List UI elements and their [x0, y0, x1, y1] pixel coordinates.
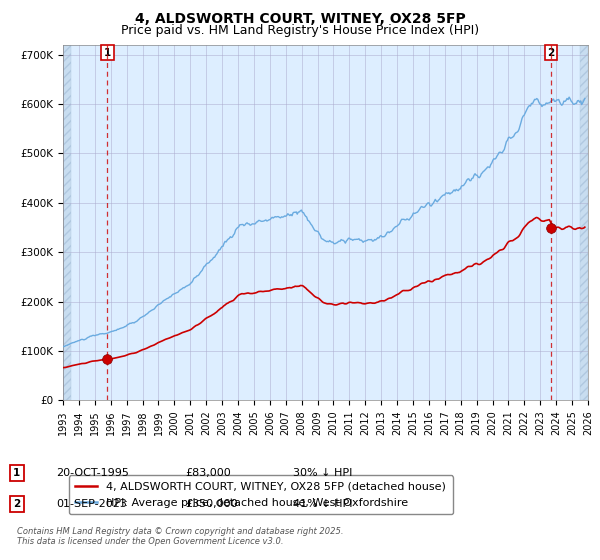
Text: 30% ↓ HPI: 30% ↓ HPI	[293, 468, 352, 478]
Text: 2: 2	[13, 499, 20, 509]
Text: £350,000: £350,000	[185, 499, 238, 509]
Text: 4, ALDSWORTH COURT, WITNEY, OX28 5FP: 4, ALDSWORTH COURT, WITNEY, OX28 5FP	[134, 12, 466, 26]
Text: 1: 1	[104, 48, 111, 58]
Text: Contains HM Land Registry data © Crown copyright and database right 2025.
This d: Contains HM Land Registry data © Crown c…	[17, 526, 343, 546]
Legend: 4, ALDSWORTH COURT, WITNEY, OX28 5FP (detached house), HPI: Average price, detac: 4, ALDSWORTH COURT, WITNEY, OX28 5FP (de…	[68, 475, 453, 514]
Text: £83,000: £83,000	[185, 468, 230, 478]
Text: 2: 2	[547, 48, 554, 58]
Text: 41% ↓ HPI: 41% ↓ HPI	[293, 499, 352, 509]
Text: 20-OCT-1995: 20-OCT-1995	[56, 468, 128, 478]
Text: 01-SEP-2023: 01-SEP-2023	[56, 499, 127, 509]
Text: Price paid vs. HM Land Registry's House Price Index (HPI): Price paid vs. HM Land Registry's House …	[121, 24, 479, 36]
Text: 1: 1	[13, 468, 20, 478]
